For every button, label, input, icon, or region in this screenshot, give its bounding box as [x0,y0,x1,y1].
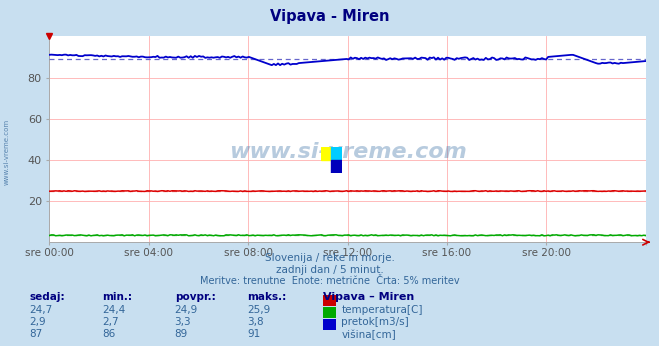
Text: Slovenija / reke in morje.: Slovenija / reke in morje. [264,253,395,263]
Text: maks.:: maks.: [247,292,287,302]
Text: 91: 91 [247,329,260,339]
Text: pretok[m3/s]: pretok[m3/s] [341,317,409,327]
Text: povpr.:: povpr.: [175,292,215,302]
Bar [331,160,342,173]
Text: Meritve: trenutne  Enote: metrične  Črta: 5% meritev: Meritve: trenutne Enote: metrične Črta: … [200,276,459,286]
Text: www.si-vreme.com: www.si-vreme.com [3,119,10,185]
Text: 24,7: 24,7 [30,305,53,315]
Text: 2,9: 2,9 [30,317,46,327]
Text: www.si-vreme.com: www.si-vreme.com [229,142,467,162]
Text: min.:: min.: [102,292,132,302]
Text: temperatura[C]: temperatura[C] [341,305,423,315]
Text: 24,9: 24,9 [175,305,198,315]
Text: 25,9: 25,9 [247,305,270,315]
Text: 2,7: 2,7 [102,317,119,327]
Bar [321,147,331,160]
Text: Vipava - Miren: Vipava - Miren [270,9,389,24]
Text: 89: 89 [175,329,188,339]
Text: Vipava – Miren: Vipava – Miren [323,292,414,302]
Text: višina[cm]: višina[cm] [341,329,396,340]
Text: 3,3: 3,3 [175,317,191,327]
Text: 3,8: 3,8 [247,317,264,327]
Text: sedaj:: sedaj: [30,292,65,302]
Text: 86: 86 [102,329,115,339]
Text: 24,4: 24,4 [102,305,125,315]
Text: zadnji dan / 5 minut.: zadnji dan / 5 minut. [275,265,384,275]
Text: 87: 87 [30,329,43,339]
Bar [331,147,342,160]
